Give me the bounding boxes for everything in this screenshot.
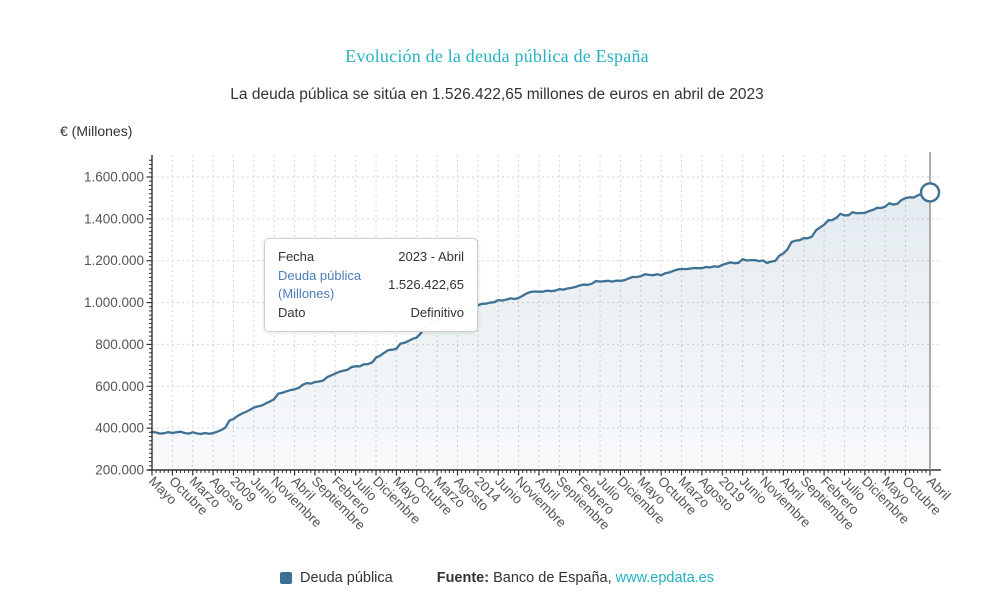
debt-line bbox=[150, 191, 932, 436]
legend-item-deuda-publica[interactable]: Deuda pública bbox=[280, 570, 393, 586]
tooltip-row-fecha: Fecha 2023 - Abril bbox=[278, 248, 464, 266]
chart-tooltip: Fecha 2023 - Abril Deuda pública (Millon… bbox=[264, 238, 478, 332]
y-axis-title: € (Millones) bbox=[60, 123, 133, 139]
tooltip-row-series: Deuda pública (Millones) 1.526.422,65 bbox=[278, 267, 464, 303]
chart-footer: Deuda pública Fuente: Banco de España, w… bbox=[0, 570, 994, 586]
tooltip-series-value: 1.526.422,65 bbox=[388, 277, 464, 292]
source-prefix: Fuente: bbox=[436, 570, 490, 586]
chart-title: Evolución de la deuda pública de España bbox=[345, 46, 649, 66]
chart-subtitle: La deuda pública se sitúa en 1.526.422,6… bbox=[230, 86, 764, 103]
y-axis-label: 1.200.000 bbox=[84, 253, 144, 268]
tooltip-dato-value: Definitivo bbox=[410, 305, 464, 320]
tooltip-row-dato: Dato Definitivo bbox=[278, 304, 464, 322]
debt-area-fill bbox=[152, 192, 930, 470]
y-axis-label: 1.600.000 bbox=[84, 170, 144, 185]
source-link[interactable]: www.epdata.es bbox=[615, 570, 714, 586]
tooltip-dato-label: Dato bbox=[278, 305, 306, 320]
y-axis-label: 800.000 bbox=[95, 337, 144, 352]
legend-marker-square bbox=[280, 572, 292, 584]
y-axis-label: 400.000 bbox=[95, 421, 144, 436]
y-axis-label: 1.400.000 bbox=[84, 211, 144, 226]
y-axis-label: 1.000.000 bbox=[84, 295, 144, 310]
last-point-marker[interactable] bbox=[919, 182, 941, 203]
source-line: Fuente: Banco de España, www.epdata.es bbox=[437, 570, 714, 586]
tooltip-fecha-value: 2023 - Abril bbox=[398, 249, 464, 264]
tooltip-fecha-label: Fecha bbox=[278, 249, 315, 264]
legend-label: Deuda pública bbox=[300, 570, 393, 586]
debt-evolution-chart[interactable]: 200.000 400.000 600.000 800.000 1.000.000 1.2… bbox=[0, 0, 994, 560]
source-text: Banco de España, bbox=[489, 570, 616, 586]
y-axis-label: 600.000 bbox=[95, 379, 144, 394]
tooltip-series-label: Deuda pública (Millones) bbox=[278, 268, 362, 301]
y-axis-label: 200.000 bbox=[95, 463, 144, 478]
